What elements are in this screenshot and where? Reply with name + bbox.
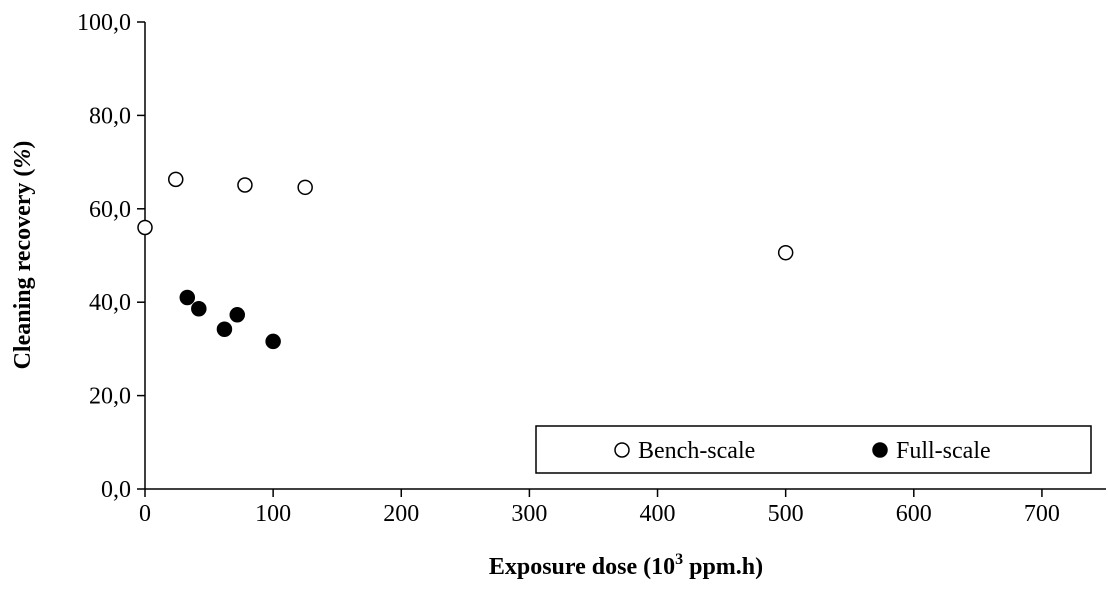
- y-axis-ticks: 0,0 20,0 40,0 60,0 80,0 100,0: [77, 10, 145, 503]
- bench-scale-point: [137, 219, 153, 236]
- legend-full-scale-marker: [872, 442, 888, 458]
- x-tick-label: 600: [896, 501, 932, 527]
- x-axis-title-main: Exposure dose (10: [489, 554, 675, 580]
- x-tick-label: 400: [640, 501, 676, 527]
- x-axis-title: Exposure dose (103 ppm.h): [489, 551, 763, 580]
- y-tick-label: 0,0: [101, 477, 131, 503]
- y-axis-title: Cleaning recovery (%): [10, 141, 36, 370]
- y-tick-label: 20,0: [89, 384, 131, 410]
- bench-scale-point: [297, 179, 313, 196]
- full-scale-point: [191, 300, 207, 317]
- y-axis-title-main: Cleaning recovery (: [10, 169, 36, 370]
- legend-bench-scale-label: Bench-scale: [638, 438, 755, 464]
- x-tick-label: 300: [511, 501, 547, 527]
- y-tick-label: 60,0: [89, 197, 131, 223]
- bench-scale-point: [168, 171, 184, 188]
- bench-scale-point: [237, 177, 253, 193]
- x-tick-label: 500: [768, 501, 804, 527]
- full-scale-point: [229, 307, 246, 323]
- y-tick-label: 80,0: [89, 103, 131, 129]
- y-axis-title-percent: %: [10, 149, 36, 169]
- legend-bench-scale-marker: [614, 442, 630, 458]
- y-tick-label: 40,0: [89, 290, 131, 316]
- x-tick-label: 0: [139, 501, 151, 527]
- bench-scale-point: [777, 244, 794, 261]
- x-tick-label: 100: [255, 501, 291, 527]
- full-scale-point: [179, 289, 196, 306]
- x-tick-label: 700: [1024, 501, 1060, 527]
- full-scale-point: [265, 333, 281, 350]
- x-axis-title-tail: ppm.h): [683, 554, 763, 580]
- y-axis-title-tail: ): [10, 141, 36, 149]
- legend: Bench-scale Full-scale: [535, 425, 1092, 474]
- x-axis-ticks: 0 100 200 300 400 500 600 700: [139, 489, 1060, 527]
- y-tick-label: 100,0: [77, 10, 131, 36]
- data-points: [137, 171, 794, 350]
- x-tick-label: 200: [383, 501, 419, 527]
- legend-full-scale-label: Full-scale: [896, 438, 991, 464]
- full-scale-point: [216, 321, 233, 338]
- x-axis-title-superscript: 3: [675, 551, 683, 568]
